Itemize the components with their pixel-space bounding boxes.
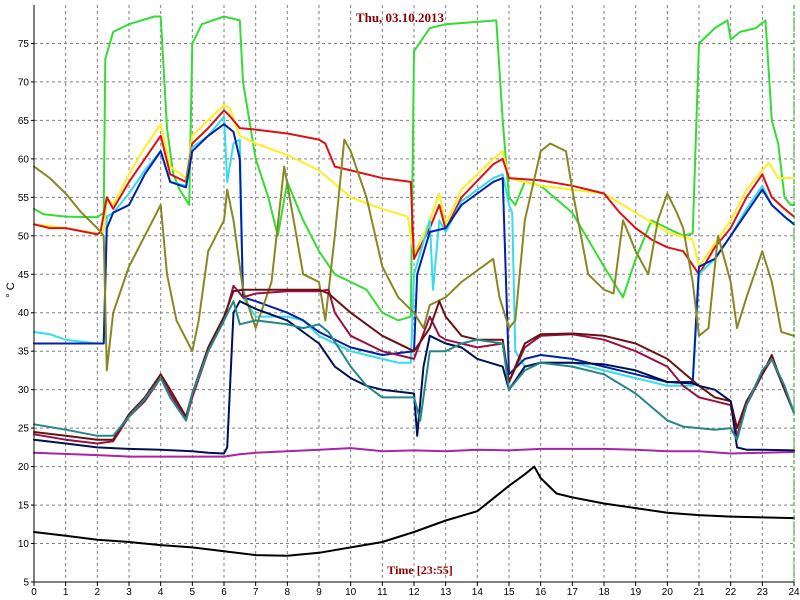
x-tick-label: 18 xyxy=(598,587,610,598)
series-line-9 xyxy=(33,447,795,458)
axes: 0 1 2 3 4 5 6 7 8 9 10 11 12 13 14 15 16 17 18 19 20 21 22 23 24… xyxy=(18,5,800,598)
x-axis-label: Time [23:55] xyxy=(387,563,452,577)
y-tick-label: 30 xyxy=(18,385,30,396)
y-tick-label: 60 xyxy=(18,154,30,165)
x-tick-label: 20 xyxy=(662,587,674,598)
x-tick-label: 2 xyxy=(95,587,101,598)
x-tick-label: 5 xyxy=(190,587,196,598)
x-tick-label: 11 xyxy=(377,587,388,598)
x-tick-label: 14 xyxy=(472,587,484,598)
x-tick-label: 23 xyxy=(757,587,769,598)
x-tick-label: 24 xyxy=(788,587,800,598)
x-tick-label: 21 xyxy=(693,587,705,598)
x-tick-label: 19 xyxy=(630,587,642,598)
x-tick-label: 17 xyxy=(567,587,579,598)
series-line-8 xyxy=(33,288,795,441)
x-tick-label: 15 xyxy=(503,587,515,598)
x-tick-label: 13 xyxy=(440,587,452,598)
y-tick-label: 25 xyxy=(18,424,30,435)
x-tick-label: 6 xyxy=(221,587,227,598)
series-line-5 xyxy=(33,123,795,383)
x-tick-label: 22 xyxy=(725,587,737,598)
x-tick-label: 3 xyxy=(126,587,132,598)
y-tick-label: 10 xyxy=(18,539,30,550)
y-tick-label: 5 xyxy=(23,578,29,589)
y-axis-label: ° C xyxy=(5,282,17,297)
series-line-7 xyxy=(33,284,795,445)
series-line-6 xyxy=(33,138,795,372)
y-tick-label: 75 xyxy=(18,39,30,50)
y-tick-label: 50 xyxy=(18,231,30,242)
y-tick-label: 55 xyxy=(18,193,30,204)
x-tick-label: 16 xyxy=(535,587,547,598)
y-tick-label: 65 xyxy=(18,116,30,127)
x-tick-label: 1 xyxy=(63,587,69,598)
y-tick-label: 20 xyxy=(18,462,30,473)
series-line-12 xyxy=(33,300,795,441)
x-tick-label: 8 xyxy=(285,587,291,598)
series-line-2 xyxy=(33,104,795,268)
x-tick-label: 7 xyxy=(253,587,259,598)
x-tick-label: 0 xyxy=(31,587,37,598)
y-tick-label: 70 xyxy=(18,77,30,88)
x-tick-label: 10 xyxy=(345,587,357,598)
series-line-1 xyxy=(33,15,795,322)
series-line-3 xyxy=(33,109,795,276)
series-line-10 xyxy=(33,465,795,557)
y-tick-label: 35 xyxy=(18,347,30,358)
x-tick-label: 4 xyxy=(158,587,164,598)
x-tick-label: 12 xyxy=(408,587,420,598)
y-tick-label: 40 xyxy=(18,308,30,319)
series-line-11 xyxy=(33,300,795,455)
chart-title: Thu, 03.10.2013 xyxy=(356,10,445,25)
y-tick-label: 15 xyxy=(18,501,30,512)
x-tick-label: 9 xyxy=(316,587,322,598)
grid xyxy=(34,5,795,583)
y-tick-label: 45 xyxy=(18,270,30,281)
series-layer xyxy=(33,15,795,557)
